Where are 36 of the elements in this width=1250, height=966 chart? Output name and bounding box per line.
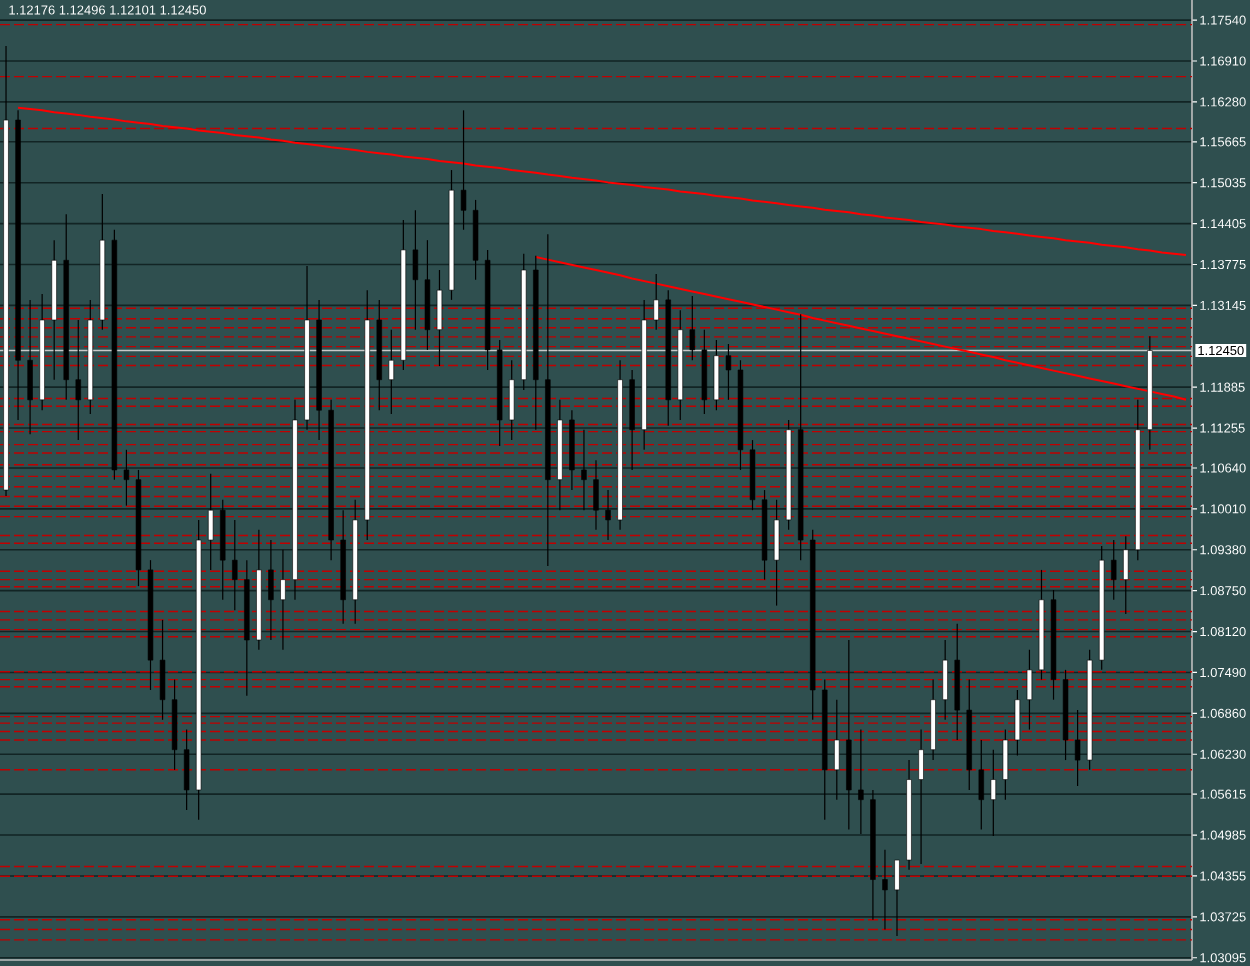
candlestick [593,459,599,531]
candlestick [412,209,419,331]
candlestick [581,429,587,511]
candlestick [918,728,924,865]
candlestick [773,499,780,607]
candlestick [27,299,33,435]
candlestick [858,728,864,835]
candlestick [978,739,984,831]
candlestick [713,339,720,411]
candlestick [75,319,81,441]
candlestick [1014,689,1021,757]
candlestick [653,273,659,331]
candlestick [1002,728,1009,801]
candlestick [280,549,286,651]
candlestick [1111,539,1117,601]
candlestick [159,619,166,721]
candlestick [388,329,395,415]
candlestick [990,749,997,837]
candlestick [208,473,214,571]
candlestick [123,449,130,507]
candlestick [605,489,611,541]
candlestick [1026,649,1033,731]
candlestick [1074,709,1081,787]
candlestick [509,359,515,441]
candlestick [183,728,190,811]
candlestick [942,639,948,721]
candlestick [1123,535,1129,615]
candlestick [882,849,888,931]
candlestick [725,343,732,401]
candlestick [436,269,443,367]
candlestick [894,859,900,937]
candlestick [232,519,238,611]
candlestick [689,295,696,361]
candlestick [268,539,274,641]
candlestick [834,699,840,801]
candlestick [460,109,467,231]
